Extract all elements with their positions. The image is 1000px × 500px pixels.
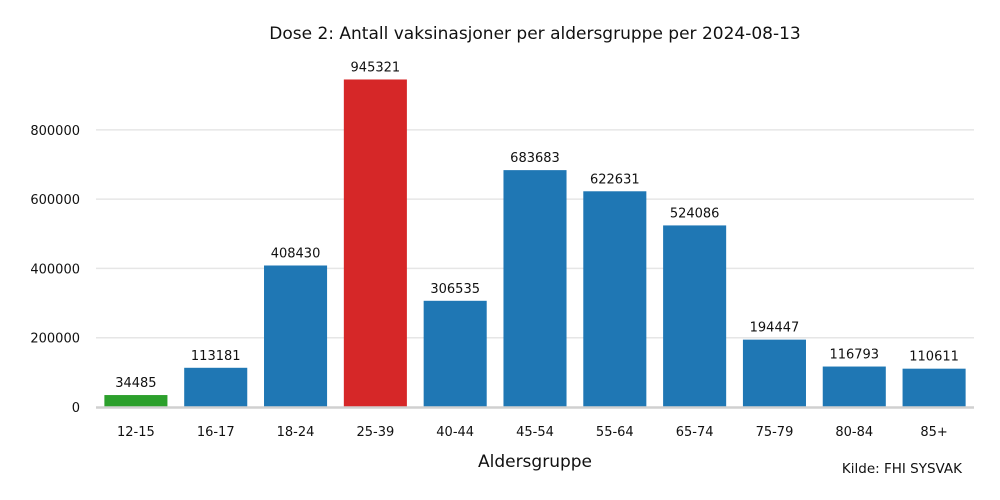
bar — [503, 170, 567, 407]
data-label: 683683 — [510, 151, 560, 166]
data-label: 524086 — [670, 206, 720, 221]
x-tick-label: 80-84 — [835, 425, 873, 440]
y-tick-label: 200000 — [30, 332, 80, 347]
x-tick-label: 65-74 — [676, 425, 714, 440]
data-label: 34485 — [115, 376, 156, 391]
bar — [264, 265, 328, 407]
y-tick-label: 800000 — [30, 124, 80, 139]
x-tick-label: 18-24 — [277, 425, 315, 440]
x-tick-label: 12-15 — [117, 425, 155, 440]
bar — [343, 79, 407, 408]
x-tick-label: 25-39 — [356, 425, 394, 440]
bars — [104, 79, 966, 408]
y-tick-label: 0 — [72, 401, 80, 416]
x-tick-label: 16-17 — [197, 425, 235, 440]
x-tick-label: 55-64 — [596, 425, 634, 440]
bar — [583, 191, 647, 407]
x-tick-label: 85+ — [920, 425, 947, 440]
data-label: 194447 — [750, 321, 800, 336]
y-tick-label: 600000 — [30, 193, 80, 208]
bar — [104, 395, 168, 407]
bar — [423, 300, 487, 407]
bar — [663, 225, 727, 407]
bar — [742, 339, 806, 407]
data-label: 113181 — [191, 349, 241, 364]
data-label: 622631 — [590, 172, 640, 187]
x-axis-label: Aldersgruppe — [477, 452, 593, 472]
bar — [184, 367, 248, 407]
data-label: 408430 — [271, 246, 321, 261]
data-label: 945321 — [351, 60, 401, 75]
bar — [822, 366, 886, 407]
data-label: 110611 — [909, 350, 959, 365]
data-label: 116793 — [829, 348, 879, 363]
source-note: Kilde: FHI SYSVAK — [841, 461, 962, 477]
chart-title: Dose 2: Antall vaksinasjoner per aldersg… — [269, 24, 801, 44]
x-tick-label: 75-79 — [756, 425, 794, 440]
labels: 0 200000 400000 600000 800000 34485 12-15 11318… — [30, 60, 959, 440]
x-tick-label: 45-54 — [516, 425, 554, 440]
x-tick-label: 40-44 — [436, 425, 474, 440]
y-tick-label: 400000 — [30, 262, 80, 277]
data-label: 306535 — [430, 282, 480, 297]
bar — [902, 368, 966, 407]
